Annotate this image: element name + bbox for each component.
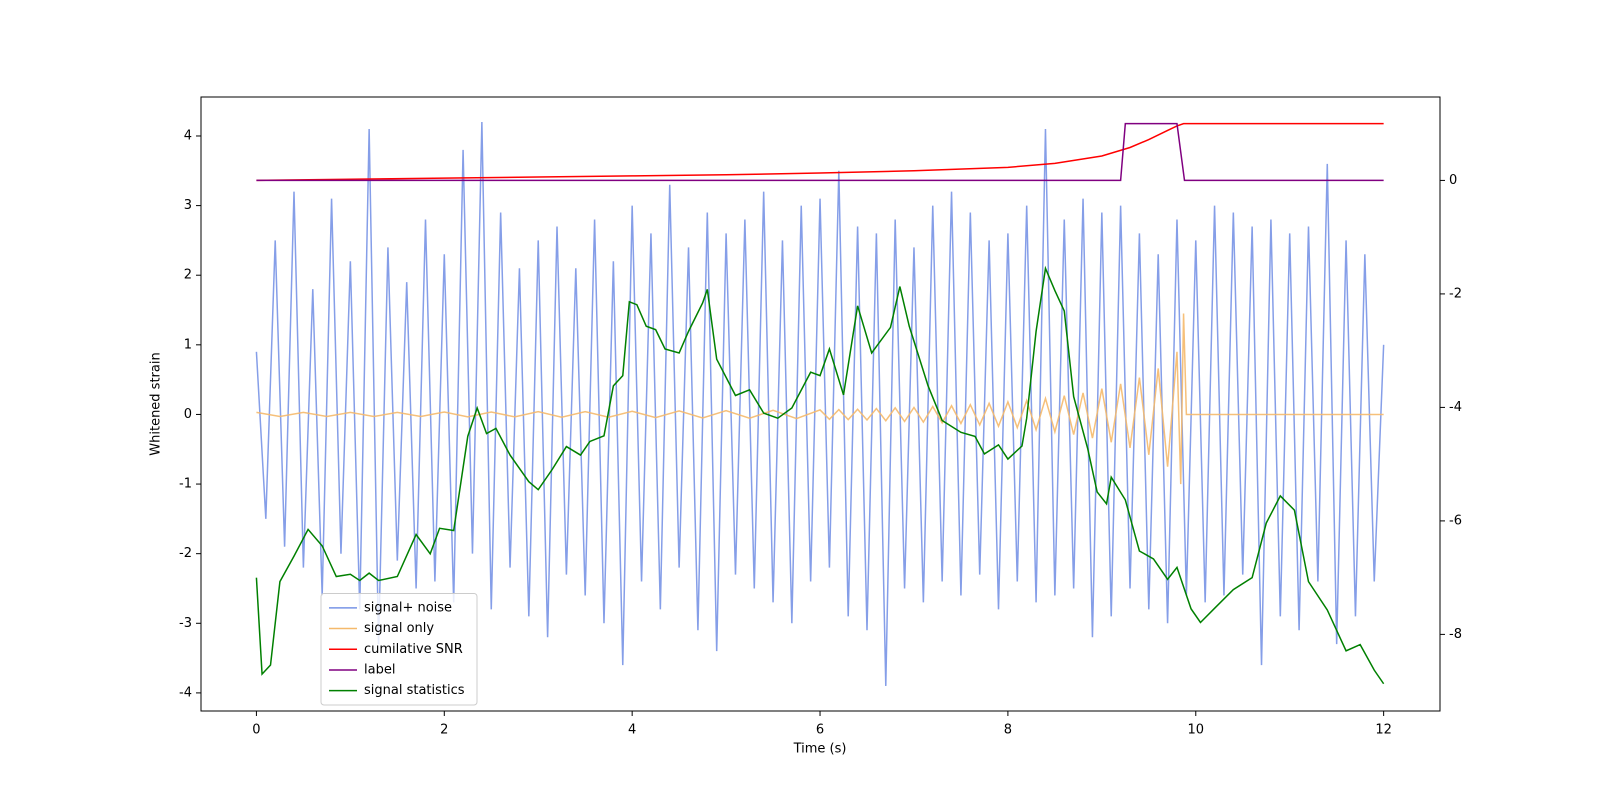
x-tick-label: 4 bbox=[628, 723, 636, 738]
series-line bbox=[255, 265, 1385, 685]
x-tick-label: 8 bbox=[1004, 723, 1012, 738]
plot-area bbox=[255, 122, 1385, 686]
x-tick-label: 0 bbox=[252, 723, 260, 738]
y2-tick-label: 0 bbox=[1449, 173, 1457, 188]
y-tick-label: -2 bbox=[179, 546, 192, 561]
y-tick-label: 1 bbox=[184, 337, 192, 352]
y-tick-label: 4 bbox=[184, 128, 192, 143]
legend-label: cumilative SNR bbox=[364, 642, 463, 657]
y-tick-label: 2 bbox=[184, 268, 192, 283]
series-line bbox=[256, 122, 1384, 182]
x-tick-label: 2 bbox=[440, 723, 448, 738]
y-tick-label: 0 bbox=[184, 407, 192, 422]
legend-label: signal statistics bbox=[364, 683, 465, 698]
y-tick-label: -4 bbox=[179, 685, 192, 700]
y-tick-label: 3 bbox=[184, 198, 192, 213]
y2-tick-label: -8 bbox=[1449, 627, 1462, 642]
x-tick-label: 12 bbox=[1375, 723, 1392, 738]
x-tick-label: 10 bbox=[1187, 723, 1204, 738]
y-axis-label: Whitened strain bbox=[149, 352, 164, 455]
legend-label: signal+ noise bbox=[364, 600, 452, 615]
y2-tick-label: -6 bbox=[1449, 513, 1462, 528]
legend-box bbox=[320, 593, 478, 706]
series-line bbox=[256, 313, 1384, 485]
y2-tick-label: -4 bbox=[1449, 400, 1462, 415]
y-tick-label: -3 bbox=[179, 616, 192, 631]
legend-label: signal only bbox=[364, 621, 434, 636]
series-line bbox=[256, 122, 1384, 182]
x-tick-label: 6 bbox=[816, 723, 824, 738]
y2-tick-label: -2 bbox=[1449, 286, 1462, 301]
series-line bbox=[255, 122, 1385, 686]
legend-label: label bbox=[364, 662, 395, 677]
y-tick-label: -1 bbox=[179, 477, 192, 492]
x-axis-label: Time (s) bbox=[793, 742, 847, 757]
